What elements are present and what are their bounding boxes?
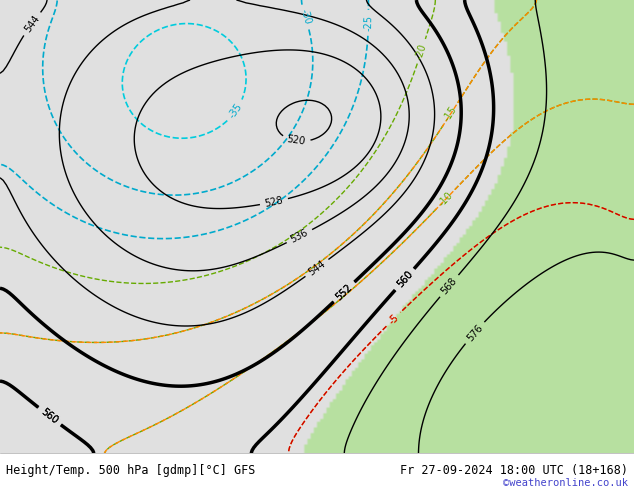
Text: -5: -5: [387, 312, 401, 326]
Text: 560: 560: [39, 407, 60, 426]
Text: -5: -5: [387, 312, 401, 326]
Text: -25: -25: [363, 15, 373, 31]
Text: -35: -35: [227, 101, 244, 120]
Text: 560: 560: [39, 407, 60, 426]
Text: 576: 576: [465, 322, 484, 343]
Text: 520: 520: [287, 135, 306, 147]
Text: 544: 544: [22, 13, 41, 34]
Text: 560: 560: [395, 269, 415, 290]
Text: Fr 27-09-2024 18:00 UTC (18+168): Fr 27-09-2024 18:00 UTC (18+168): [399, 465, 628, 477]
Text: 544: 544: [307, 258, 327, 277]
Text: 568: 568: [439, 275, 459, 296]
Text: -15: -15: [442, 105, 459, 123]
Text: 560: 560: [395, 269, 415, 290]
Text: 528: 528: [264, 195, 284, 209]
Text: Height/Temp. 500 hPa [gdmp][°C] GFS: Height/Temp. 500 hPa [gdmp][°C] GFS: [6, 465, 256, 477]
Text: -20: -20: [414, 42, 429, 60]
Text: ©weatheronline.co.uk: ©weatheronline.co.uk: [503, 478, 628, 488]
Text: 536: 536: [289, 227, 310, 245]
Text: 552: 552: [334, 282, 354, 302]
Text: -10: -10: [436, 191, 455, 209]
Text: 552: 552: [334, 282, 354, 302]
Text: -30: -30: [298, 8, 313, 26]
